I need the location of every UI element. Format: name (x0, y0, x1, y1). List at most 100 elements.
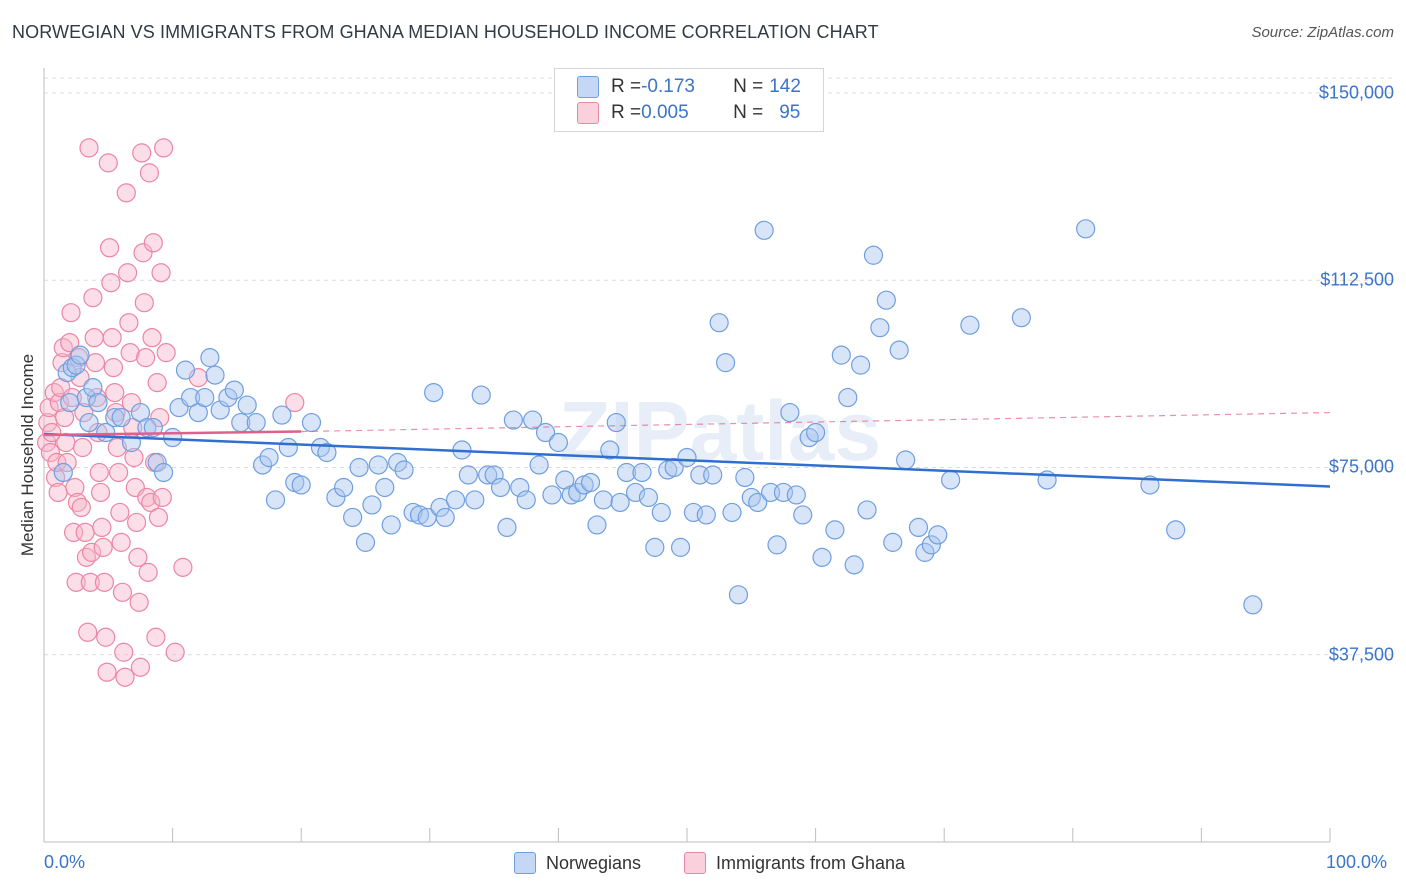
point-norwegian (677, 447, 697, 468)
legend-swatch-pink (577, 102, 599, 124)
point-ghana (110, 502, 130, 523)
point-ghana (134, 293, 154, 313)
point-ghana (105, 382, 125, 403)
point-ghana (152, 487, 172, 508)
point-norwegian (632, 462, 652, 483)
y-tick-label: $150,000 (1318, 82, 1394, 103)
point-norwegian (503, 410, 523, 430)
point-norwegian (471, 385, 491, 405)
series-legend: Norwegians Immigrants from Ghana (0, 852, 1406, 878)
point-norwegian (326, 487, 346, 508)
point-ghana (48, 482, 68, 503)
point-ghana (139, 163, 160, 183)
point-norwegian (593, 490, 614, 510)
point-norwegian (851, 355, 871, 375)
point-ghana (80, 572, 100, 592)
point-norwegian (568, 482, 588, 503)
point-norwegian (301, 412, 322, 433)
point-norwegian (625, 482, 646, 503)
point-norwegian (606, 412, 626, 433)
point-norwegian (703, 465, 723, 485)
point-ghana (66, 572, 86, 592)
point-ghana (130, 657, 151, 677)
point-norwegian (838, 387, 858, 408)
point-norwegian (1166, 520, 1186, 540)
legend-item-norwegians[interactable]: Norwegians (514, 852, 641, 874)
point-ghana (44, 382, 64, 403)
point-norwegian (291, 475, 311, 495)
point-norwegian (805, 422, 826, 443)
point-norwegian (435, 507, 455, 528)
point-norwegian (362, 495, 382, 515)
point-ghana (75, 522, 95, 543)
point-norwegian (458, 465, 478, 485)
point-norwegian (645, 537, 665, 557)
point-norwegian (748, 492, 768, 513)
point-ghana (107, 437, 127, 458)
point-ghana (72, 437, 93, 458)
point-norwegian (786, 485, 806, 505)
legend-swatch-pink (684, 852, 706, 874)
y-tick-label: $112,500 (1320, 269, 1394, 290)
point-ghana (129, 592, 149, 612)
point-norwegian (600, 440, 620, 460)
point-ghana (132, 143, 152, 163)
point-norwegian (388, 452, 408, 473)
point-ghana (61, 303, 81, 323)
point-norwegian (735, 467, 755, 488)
point-norwegian (523, 410, 543, 430)
point-ghana (119, 313, 139, 333)
legend-n-value: 142 (769, 76, 801, 97)
point-ghana (90, 482, 111, 503)
x-tick-min: 0.0% (44, 852, 86, 872)
legend-n-value: 95 (779, 102, 801, 123)
point-norwegian (70, 345, 90, 365)
point-ghana (147, 373, 167, 393)
point-ghana (150, 407, 170, 428)
point-ghana (116, 183, 136, 203)
point-norwegian (616, 462, 637, 483)
point-norwegian (175, 360, 196, 380)
point-norwegian (709, 313, 729, 333)
point-norwegian (812, 547, 832, 567)
point-norwegian (1076, 219, 1096, 239)
point-ghana (98, 153, 118, 173)
point-norwegian (137, 417, 157, 438)
point-ghana (102, 328, 122, 348)
point-ghana (156, 343, 176, 363)
legend-swatch-blue (514, 852, 536, 874)
point-ghana (148, 507, 169, 528)
point-norwegian (394, 460, 414, 480)
point-norwegian (278, 437, 298, 458)
series-norwegians (53, 219, 1263, 615)
point-ghana (40, 442, 61, 463)
point-norwegian (831, 345, 851, 365)
point-norwegian (915, 542, 935, 562)
point-norwegian (200, 348, 220, 368)
point-norwegian (1243, 595, 1263, 615)
point-norwegian (237, 395, 257, 415)
legend-r-label: R = (611, 76, 642, 97)
point-norwegian (529, 455, 549, 475)
point-ghana (112, 582, 133, 602)
point-norwegian (883, 532, 903, 552)
point-ghana (63, 522, 84, 543)
point-norwegian (497, 517, 517, 538)
point-norwegian (728, 585, 749, 605)
legend-item-ghana[interactable]: Immigrants from Ghana (684, 852, 905, 874)
point-norwegian (349, 457, 369, 478)
point-ghana (99, 238, 120, 258)
legend-n-label: N = (733, 102, 764, 123)
point-ghana (146, 627, 166, 647)
point-ghana (47, 452, 67, 473)
point-norwegian (343, 507, 363, 528)
point-norwegian (535, 422, 556, 443)
point-norwegian (696, 505, 716, 525)
legend-row-norwegians: R = -0.173 N = 142 (577, 75, 801, 99)
point-norwegian (83, 377, 103, 398)
point-norwegian (465, 490, 485, 510)
point-norwegian (715, 353, 736, 373)
point-norwegian (409, 505, 430, 525)
point-norwegian (66, 355, 86, 375)
point-ghana (97, 662, 117, 682)
